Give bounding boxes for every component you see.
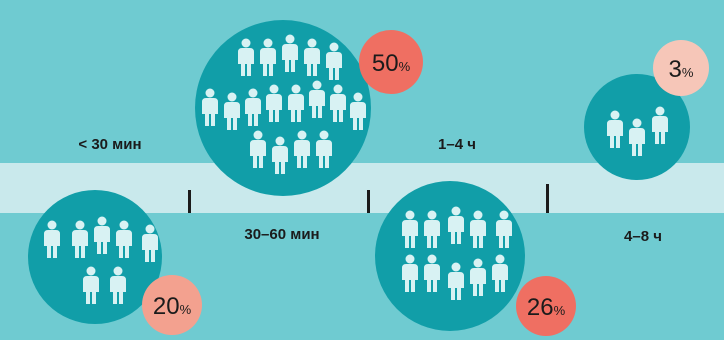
person-icon: [94, 216, 110, 254]
percent-unit: %: [180, 302, 192, 317]
percent-unit: %: [554, 303, 566, 318]
badge-circle: [516, 276, 576, 336]
percent-text: 26%: [527, 294, 566, 321]
person-icon: [202, 88, 218, 126]
person-icon: [492, 254, 508, 292]
group-circle-4-8-h: [584, 74, 690, 180]
people-group: [202, 34, 366, 174]
tick-mark: [546, 184, 549, 213]
person-icon: [607, 110, 623, 148]
percent-unit: %: [682, 65, 694, 80]
interval-label-1: < 30 мин: [78, 136, 141, 153]
percent-value: 50: [372, 50, 399, 77]
person-icon: [496, 210, 512, 248]
person-icon: [326, 42, 342, 80]
people-group: [607, 106, 668, 156]
person-icon: [470, 258, 486, 296]
person-icon: [330, 84, 346, 122]
percent-badge-3: 26%: [516, 276, 576, 336]
person-icon: [424, 254, 440, 292]
interval-label-3: 1–4 ч: [438, 136, 476, 153]
percent-text: 50%: [372, 50, 411, 77]
group-circle: [28, 190, 162, 324]
badge-circle: [142, 275, 202, 335]
person-icon: [116, 220, 132, 258]
person-icon: [250, 130, 266, 168]
person-icon: [629, 118, 645, 156]
percent-value: 26: [527, 294, 554, 321]
person-icon: [304, 38, 320, 76]
person-icon: [44, 220, 60, 258]
percent-text: 20%: [153, 293, 192, 320]
person-icon: [424, 210, 440, 248]
percent-badge-1: 20%: [142, 275, 202, 335]
percent-unit: %: [399, 59, 411, 74]
person-icon: [272, 136, 288, 174]
person-icon: [238, 38, 254, 76]
person-icon: [110, 266, 126, 304]
people-group: [402, 206, 512, 300]
group-circle-30-60-min: [195, 20, 371, 196]
percent-value: 3: [669, 56, 682, 83]
person-icon: [470, 210, 486, 248]
person-icon: [316, 130, 332, 168]
percent-badge-4: 3%: [653, 40, 709, 96]
person-icon: [294, 130, 310, 168]
person-icon: [142, 224, 158, 262]
person-icon: [72, 220, 88, 258]
person-icon: [83, 266, 99, 304]
people-group: [44, 216, 158, 304]
group-circle-1-4-h: [375, 181, 525, 331]
tick-mark: [188, 190, 191, 213]
person-icon: [282, 34, 298, 72]
person-icon: [309, 80, 325, 118]
person-icon: [448, 206, 464, 244]
tick-mark: [367, 190, 370, 213]
badge-circle: [653, 40, 709, 96]
badge-circle: [359, 30, 423, 94]
person-icon: [260, 38, 276, 76]
person-icon: [402, 254, 418, 292]
person-icon: [224, 92, 240, 130]
timeline-ticks: [188, 184, 549, 213]
person-icon: [288, 84, 304, 122]
percent-text: 3%: [669, 56, 694, 83]
person-icon: [448, 262, 464, 300]
interval-label-4: 4–8 ч: [624, 228, 662, 245]
person-icon: [652, 106, 668, 144]
group-circle-less-30-min: [28, 190, 162, 324]
person-icon: [266, 84, 282, 122]
person-icon: [245, 88, 261, 126]
person-icon: [350, 92, 366, 130]
interval-label-2: 30–60 мин: [244, 226, 319, 243]
percent-value: 20: [153, 293, 180, 320]
percent-badge-2: 50%: [359, 30, 423, 94]
person-icon: [402, 210, 418, 248]
